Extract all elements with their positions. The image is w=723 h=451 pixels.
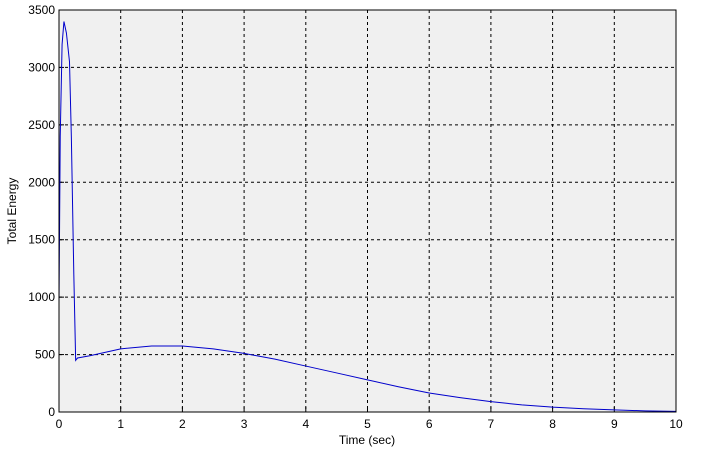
y-tick-label: 2500 bbox=[28, 118, 55, 132]
x-axis-label: Time (sec) bbox=[339, 433, 395, 447]
x-tick-label: 4 bbox=[302, 417, 309, 431]
x-tick-label: 7 bbox=[488, 417, 495, 431]
x-tick-label: 8 bbox=[549, 417, 556, 431]
y-tick-label: 1000 bbox=[28, 290, 55, 304]
x-tick-label: 9 bbox=[611, 417, 618, 431]
y-tick-label: 3500 bbox=[28, 3, 55, 17]
x-tick-label: 1 bbox=[117, 417, 124, 431]
x-tick-label: 6 bbox=[426, 417, 433, 431]
axes-box bbox=[58, 9, 677, 413]
x-tick-label: 2 bbox=[179, 417, 186, 431]
y-tick-label: 3000 bbox=[28, 60, 55, 74]
x-tick-label: 5 bbox=[364, 417, 371, 431]
y-tick-label: 2000 bbox=[28, 175, 55, 189]
x-tick-label: 3 bbox=[241, 417, 248, 431]
x-tick-label: 0 bbox=[56, 417, 63, 431]
y-tick-label: 0 bbox=[48, 405, 55, 419]
data-line bbox=[58, 21, 677, 412]
y-tick-label: 500 bbox=[35, 348, 55, 362]
y-tick-label: 1500 bbox=[28, 233, 55, 247]
x-tick-label: 10 bbox=[669, 417, 683, 431]
y-axis-label: Total Energy bbox=[5, 178, 19, 245]
